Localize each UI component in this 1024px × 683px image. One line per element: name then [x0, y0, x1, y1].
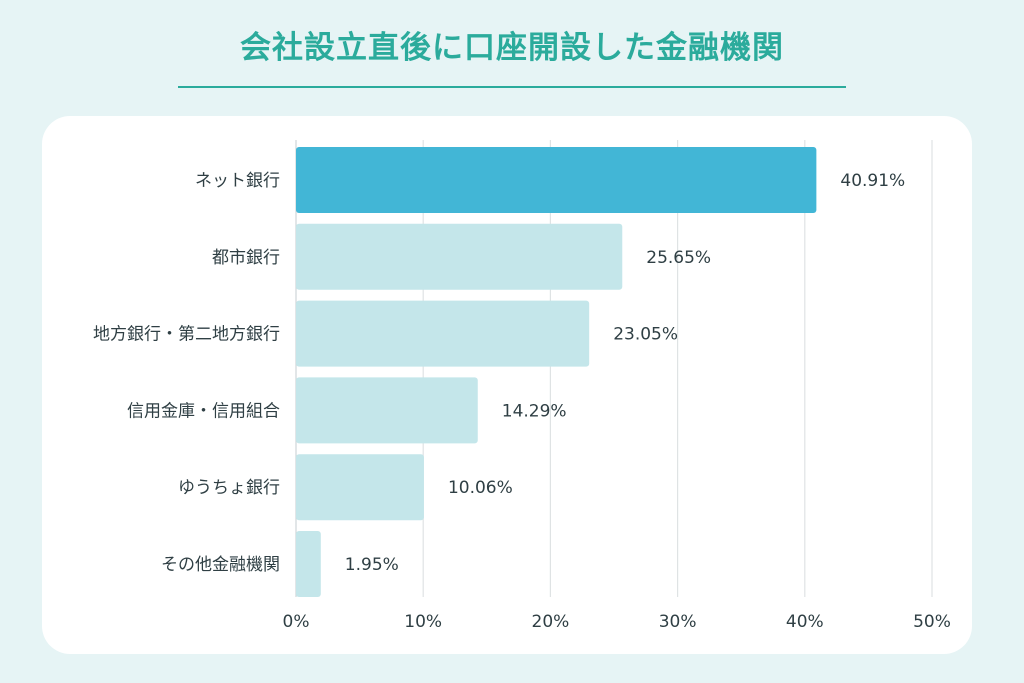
- value-label: 1.95%: [345, 555, 399, 575]
- category-label: ネット銀行: [195, 171, 280, 191]
- grid-layer: [295, 140, 933, 597]
- value-label: 40.91%: [840, 171, 905, 191]
- bar-2: [296, 223, 623, 290]
- bar-5: [296, 454, 424, 521]
- category-label: 信用金庫・信用組合: [127, 401, 280, 421]
- label-layer: 0% 10% 20% 30% 40% 50% ネット銀行 40.91% 都市銀行 25.65% 地方…: [93, 171, 951, 632]
- x-tick-label: 20%: [532, 612, 570, 632]
- bar-4: [296, 377, 478, 444]
- value-label: 10.06%: [448, 478, 513, 498]
- bar-layer: [296, 147, 817, 597]
- title-underline: [178, 86, 846, 88]
- bar-1: [296, 147, 817, 213]
- bar-3: [296, 300, 590, 367]
- category-label: 都市銀行: [212, 248, 280, 268]
- chart-title: 会社設立直後に口座開設した金融機関: [240, 30, 784, 66]
- value-label: 25.65%: [646, 248, 711, 268]
- x-tick-label: 10%: [404, 612, 442, 632]
- x-tick-label: 50%: [913, 612, 951, 632]
- bar-6: [296, 531, 321, 597]
- value-label: 14.29%: [502, 401, 567, 421]
- value-label: 23.05%: [613, 325, 678, 345]
- category-label: ゆうちょ銀行: [178, 478, 280, 498]
- x-tick-label: 0%: [283, 612, 310, 632]
- x-tick-label: 30%: [659, 612, 697, 632]
- x-tick-label: 40%: [786, 612, 824, 632]
- category-label: その他金融機関: [161, 555, 280, 575]
- category-label: 地方銀行・第二地方銀行: [93, 325, 280, 345]
